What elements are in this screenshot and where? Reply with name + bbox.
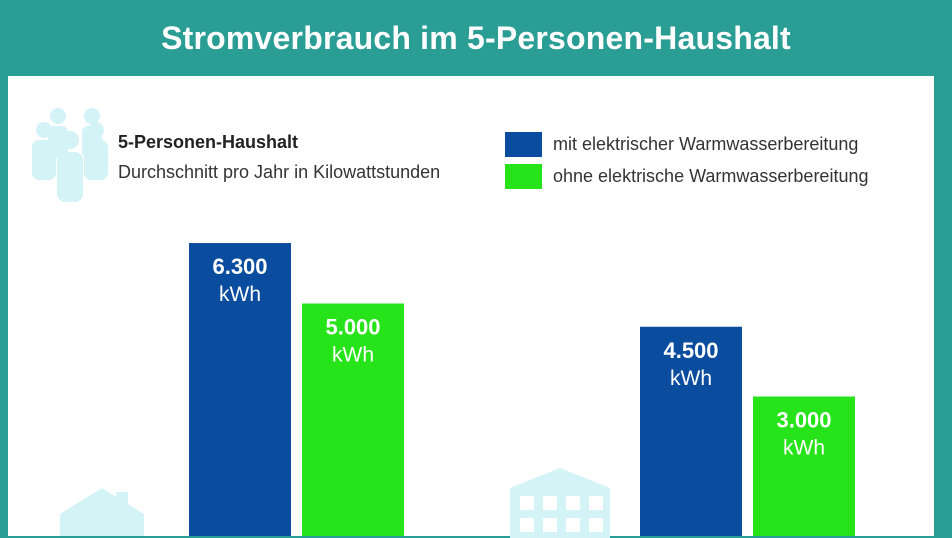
legend-item-blue: mit elektrischer Warmwasserbereitung <box>505 128 868 160</box>
chart-description: Durchschnitt pro Jahr in Kilowattstunden <box>118 162 441 182</box>
bar-green-0 <box>302 303 404 536</box>
bar-chart: 6.300 kWh 4.500 kWh 5.000 kWh 3.000 kWh <box>189 243 855 536</box>
legend: mit elektrischer Warmwasserbereitung ohn… <box>505 128 868 192</box>
people-group-icon <box>32 108 108 202</box>
bar-unit-label: kWh <box>783 437 825 460</box>
chart-subtitle: 5-Personen-Haushalt <box>118 132 299 152</box>
bar-unit-label: kWh <box>670 367 712 390</box>
header-bar: Stromverbrauch im 5-Personen-Haushalt <box>0 0 952 76</box>
bar-unit-label: kWh <box>332 344 374 367</box>
legend-item-green: ohne elektrische Warmwasserbereitung <box>505 160 868 192</box>
bar-value-label: 6.300 <box>212 254 267 279</box>
bar-blue-1 <box>640 326 742 536</box>
apartment-building-icon <box>510 468 610 538</box>
page-title: Stromverbrauch im 5-Personen-Haushalt <box>161 19 791 56</box>
house-icon <box>60 488 144 536</box>
bar-value-label: 5.000 <box>325 315 380 340</box>
bar-value-label: 4.500 <box>663 338 718 363</box>
chart-panel: 5-Personen-Haushalt Durchschnitt pro Jah… <box>8 76 934 538</box>
legend-label-green: ohne elektrische Warmwasserbereitung <box>553 165 869 186</box>
legend-swatch-blue <box>505 131 542 157</box>
bar-value-label: 3.000 <box>776 408 831 433</box>
bar-blue-0 <box>189 243 291 536</box>
bar-green-1 <box>753 396 855 536</box>
legend-swatch-green <box>505 163 542 189</box>
legend-label-blue: mit elektrischer Warmwasserbereitung <box>553 133 859 154</box>
bar-unit-label: kWh <box>219 283 261 306</box>
